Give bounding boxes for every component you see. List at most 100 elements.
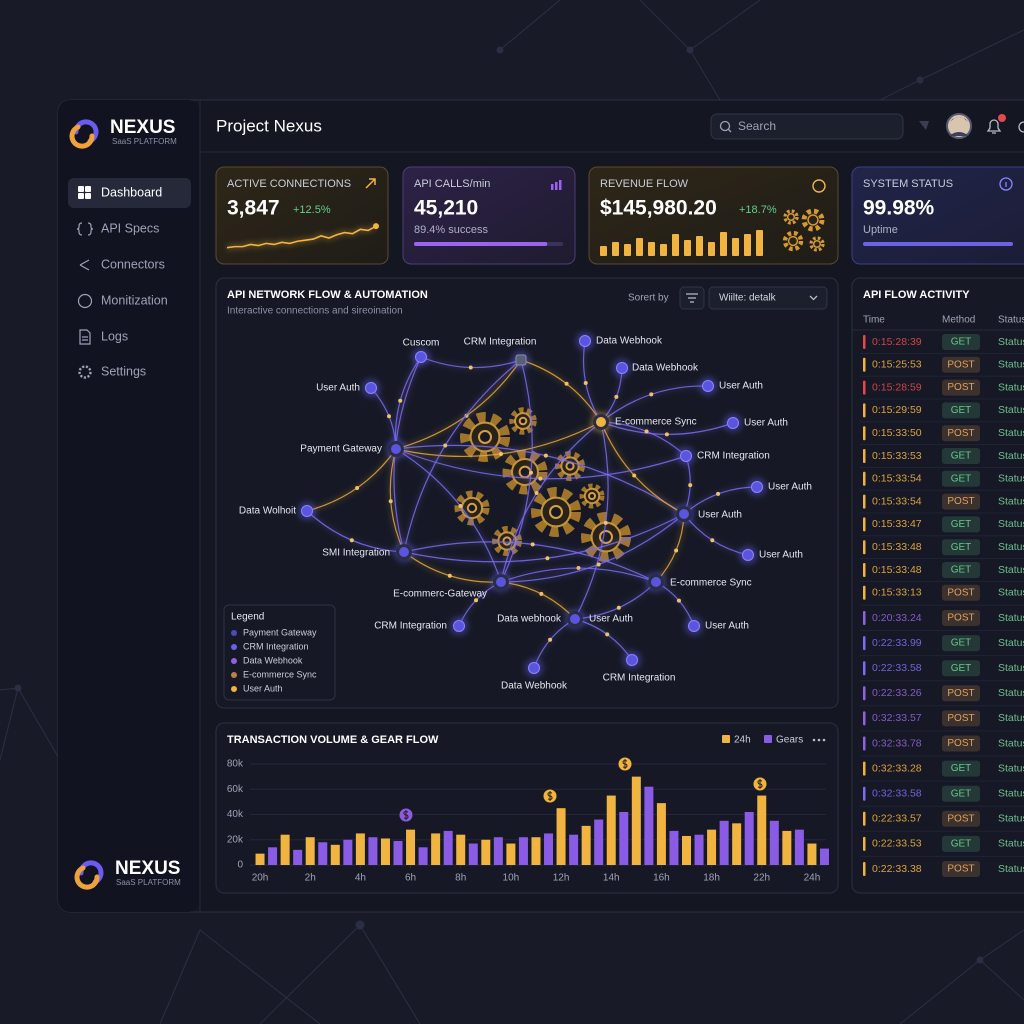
revenue-bar bbox=[732, 238, 739, 256]
nav-item[interactable]: API Specs bbox=[101, 221, 159, 235]
bar bbox=[443, 830, 453, 865]
flow-particle bbox=[605, 632, 610, 637]
row-time: 0:15:33:53 bbox=[872, 450, 922, 462]
row-time: 0:22:33.99 bbox=[872, 637, 922, 649]
avatar[interactable] bbox=[946, 113, 972, 139]
node[interactable] bbox=[680, 450, 692, 462]
filter-icon[interactable] bbox=[919, 121, 929, 130]
node[interactable] bbox=[365, 382, 377, 394]
revenue-bar bbox=[660, 244, 667, 256]
nav-item[interactable]: Monitization bbox=[101, 293, 168, 307]
bar bbox=[606, 795, 616, 865]
flow-particle bbox=[474, 598, 479, 603]
node[interactable] bbox=[528, 662, 540, 674]
row-status: Status bbox=[998, 787, 1024, 799]
x-tick-label: 6h bbox=[405, 873, 416, 884]
node[interactable] bbox=[593, 414, 609, 430]
bar bbox=[656, 803, 666, 865]
node[interactable] bbox=[579, 335, 591, 347]
bar bbox=[694, 834, 704, 865]
node[interactable] bbox=[751, 481, 763, 493]
nav-item[interactable]: Dashboard bbox=[101, 185, 162, 199]
column-header: Time bbox=[863, 315, 885, 326]
method-badge bbox=[942, 810, 980, 827]
y-tick-label: 80k bbox=[227, 759, 244, 770]
nav-item[interactable]: Settings bbox=[101, 364, 146, 378]
kpi-value: 99.98% bbox=[863, 197, 935, 220]
node-label: CRM Integration bbox=[603, 673, 676, 684]
nav-item[interactable]: Connectors bbox=[101, 257, 165, 271]
legend-label: CRM Integration bbox=[243, 641, 309, 651]
node[interactable] bbox=[616, 362, 628, 374]
sparkline-end bbox=[373, 223, 379, 230]
bar bbox=[305, 837, 315, 865]
search-box[interactable] bbox=[710, 113, 904, 140]
node-label: Data Wolhoit bbox=[239, 506, 296, 517]
bar bbox=[744, 811, 754, 865]
flow-particle bbox=[564, 381, 569, 386]
select-box[interactable] bbox=[708, 286, 828, 310]
node[interactable] bbox=[676, 506, 692, 522]
flow-particle bbox=[548, 637, 553, 642]
row-method: GET bbox=[951, 663, 972, 674]
method-badge bbox=[942, 448, 980, 464]
x-tick-label: 12h bbox=[553, 873, 570, 884]
row-status: Status bbox=[998, 381, 1024, 393]
flow-particle bbox=[688, 483, 693, 488]
node[interactable] bbox=[742, 549, 754, 561]
node[interactable] bbox=[688, 620, 700, 632]
flow-particle bbox=[664, 432, 669, 437]
node[interactable] bbox=[648, 574, 664, 590]
bar bbox=[807, 843, 817, 865]
row-time: 0:15:33:54 bbox=[872, 473, 922, 485]
legend-label: Payment Gateway bbox=[243, 627, 317, 637]
row-time: 0:22:33.58 bbox=[872, 662, 922, 674]
kpi-delta: +18.7% bbox=[739, 204, 777, 216]
node[interactable] bbox=[388, 441, 404, 457]
chart-panel bbox=[215, 722, 839, 894]
node[interactable] bbox=[626, 654, 638, 666]
bar bbox=[619, 811, 629, 865]
row-status: Status bbox=[998, 473, 1024, 485]
gear-hub bbox=[518, 465, 532, 479]
node[interactable] bbox=[727, 417, 739, 429]
row-status: Status bbox=[998, 838, 1024, 850]
select-value[interactable]: Wiilte: detalk bbox=[719, 293, 777, 304]
node-label: E-commerce Sync bbox=[615, 417, 697, 428]
panel-title: API FLOW ACTIVITY bbox=[863, 289, 970, 301]
nav-icon bbox=[76, 222, 94, 236]
row-accent bbox=[863, 449, 866, 463]
method-badge bbox=[942, 635, 980, 652]
search-placeholder[interactable]: Search bbox=[738, 119, 776, 133]
node[interactable] bbox=[301, 505, 313, 517]
avatar-body bbox=[949, 132, 969, 136]
row-method: POST bbox=[947, 713, 974, 724]
row-time: 0:15:25:53 bbox=[872, 359, 922, 371]
nav-item[interactable]: Logs bbox=[101, 329, 128, 343]
node[interactable] bbox=[567, 611, 583, 627]
y-tick-label: 40k bbox=[227, 809, 244, 820]
column-header: Status bbox=[998, 315, 1024, 326]
coin-icon bbox=[757, 779, 763, 789]
coin-icon bbox=[547, 791, 553, 801]
node[interactable] bbox=[702, 380, 714, 392]
x-tick-label: 8h bbox=[455, 873, 466, 884]
bar bbox=[406, 829, 416, 865]
node[interactable] bbox=[415, 351, 427, 363]
node[interactable] bbox=[453, 620, 465, 632]
bell-icon[interactable] bbox=[986, 119, 1002, 134]
gear-icon bbox=[786, 212, 796, 222]
gear-hub bbox=[478, 430, 492, 444]
row-status: Status bbox=[998, 541, 1024, 553]
node[interactable] bbox=[396, 544, 412, 560]
row-accent bbox=[863, 611, 866, 625]
row-method: GET bbox=[951, 405, 972, 416]
node[interactable] bbox=[493, 574, 509, 590]
flow-particle bbox=[398, 398, 403, 403]
bar bbox=[493, 837, 503, 865]
gear-icon bbox=[801, 208, 825, 232]
row-status: Status bbox=[998, 427, 1024, 439]
method-badge bbox=[942, 610, 980, 626]
revenue-bar bbox=[636, 238, 643, 256]
method-badge bbox=[942, 493, 980, 510]
